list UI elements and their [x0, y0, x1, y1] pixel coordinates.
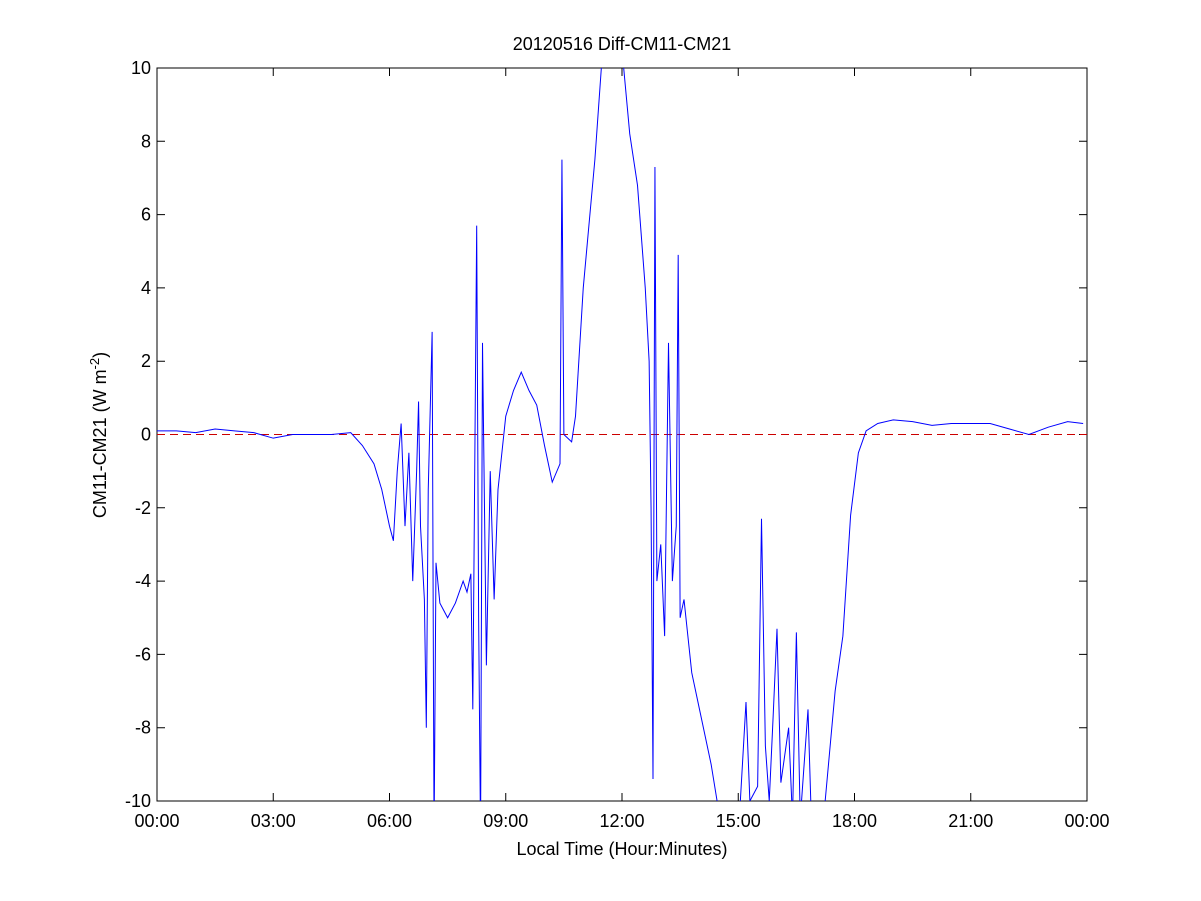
x-tick-label: 03:00 [251, 811, 296, 831]
y-tick-label: 6 [141, 205, 151, 225]
x-tick-label: 00:00 [1064, 811, 1109, 831]
y-tick-label: 2 [141, 351, 151, 371]
y-label-main: CM11-CM21 (W m [90, 369, 110, 518]
y-tick-label: 0 [141, 425, 151, 445]
y-tick-label: -8 [135, 718, 151, 738]
y-tick-label: -2 [135, 498, 151, 518]
y-tick-label: -6 [135, 644, 151, 664]
x-axis-label: Local Time (Hour:Minutes) [516, 839, 727, 859]
plot-clip [157, 68, 1087, 801]
x-tick-label: 15:00 [716, 811, 761, 831]
x-tick-label: 09:00 [483, 811, 528, 831]
y-tick-label: 8 [141, 131, 151, 151]
y-axis-label: CM11-CM21 (W m-2) [87, 352, 110, 518]
data-line [157, 68, 1084, 801]
y-tick-label: 10 [131, 58, 151, 78]
y-tick-label: -10 [125, 791, 151, 811]
x-tick-label: 06:00 [367, 811, 412, 831]
x-tick-label: 00:00 [134, 811, 179, 831]
chart-title: 20120516 Diff-CM11-CM21 [513, 34, 731, 54]
y-label-end: ) [90, 352, 110, 358]
x-tick-label: 21:00 [948, 811, 993, 831]
x-tick-label: 12:00 [599, 811, 644, 831]
y-tick-label: -4 [135, 571, 151, 591]
y-tick-label: 4 [141, 278, 151, 298]
y-label-sup: -2 [87, 358, 102, 370]
x-tick-label: 18:00 [832, 811, 877, 831]
